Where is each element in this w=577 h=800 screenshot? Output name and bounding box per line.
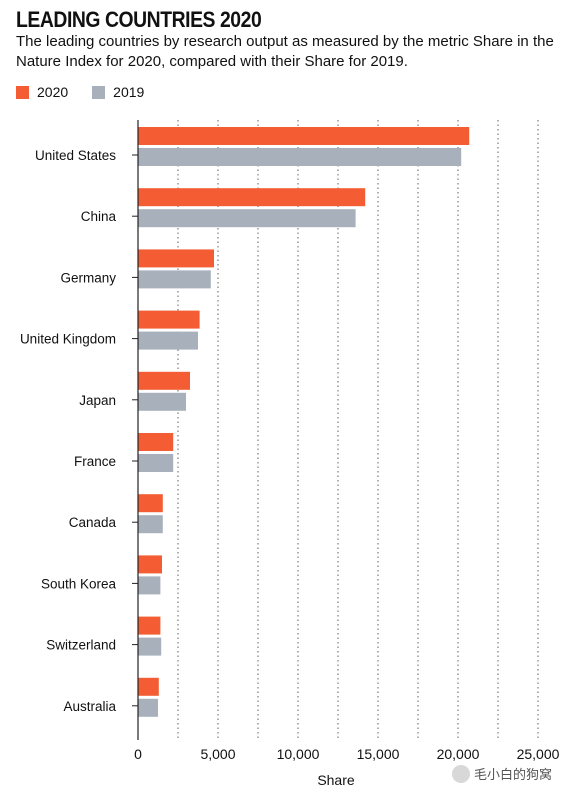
bar-2020-4 [138,371,190,390]
category-label: China [81,209,117,224]
bar-2019-1 [138,209,356,228]
x-tick-label: 25,000 [517,746,560,762]
bar-2019-5 [138,454,174,472]
legend-swatch-2020 [16,85,29,99]
wechat-icon [452,764,470,783]
bar-2020-2 [138,249,214,268]
bar-2020-5 [138,433,174,451]
category-label: Japan [79,393,116,408]
bar-2019-0 [138,148,462,166]
bar-2020-8 [138,616,161,635]
chart-title: LEADING COUNTRIES 2020 [16,7,262,32]
category-label: Germany [60,270,116,285]
category-label: United Kingdom [20,332,116,347]
bar-2019-3 [138,331,198,350]
x-tick-label: 0 [134,746,142,762]
bar-2019-8 [138,637,162,656]
legend-swatch-2019 [92,85,106,99]
bar-2020-7 [138,555,162,574]
watermark: 毛小白的狗窝 [452,764,552,783]
category-label: Canada [69,515,117,530]
category-label: Australia [63,699,116,714]
category-label: United States [35,148,116,163]
x-tick-label: 5,000 [200,746,235,762]
watermark-text: 毛小白的狗窝 [474,767,553,782]
bar-2020-3 [138,310,200,329]
bar-2019-9 [138,698,158,717]
chart-subtitle: The leading countries by research output… [16,33,554,70]
x-tick-label: 10,000 [277,746,320,762]
legend-item-2020: 2020 [16,84,68,100]
bar-2020-9 [138,677,159,696]
legend-item-2019: 2019 [92,84,144,100]
legend: 2020 2019 [16,84,162,100]
bar-2019-2 [138,270,211,289]
legend-label-2019: 2019 [113,84,145,100]
bar-2019-7 [138,576,161,595]
x-tick-label: 15,000 [357,746,400,762]
bar-2020-6 [138,494,163,513]
x-tick-label: 20,000 [437,746,480,762]
bar-2019-4 [138,392,186,411]
category-label: Switzerland [46,638,116,653]
legend-label-2020: 2020 [37,84,69,100]
bar-2020-1 [138,188,366,207]
bar-2020-0 [138,127,470,145]
bar-2019-6 [138,515,163,534]
category-label: South Korea [41,576,117,591]
x-axis-label: Share [317,772,355,788]
category-label: France [74,454,116,469]
